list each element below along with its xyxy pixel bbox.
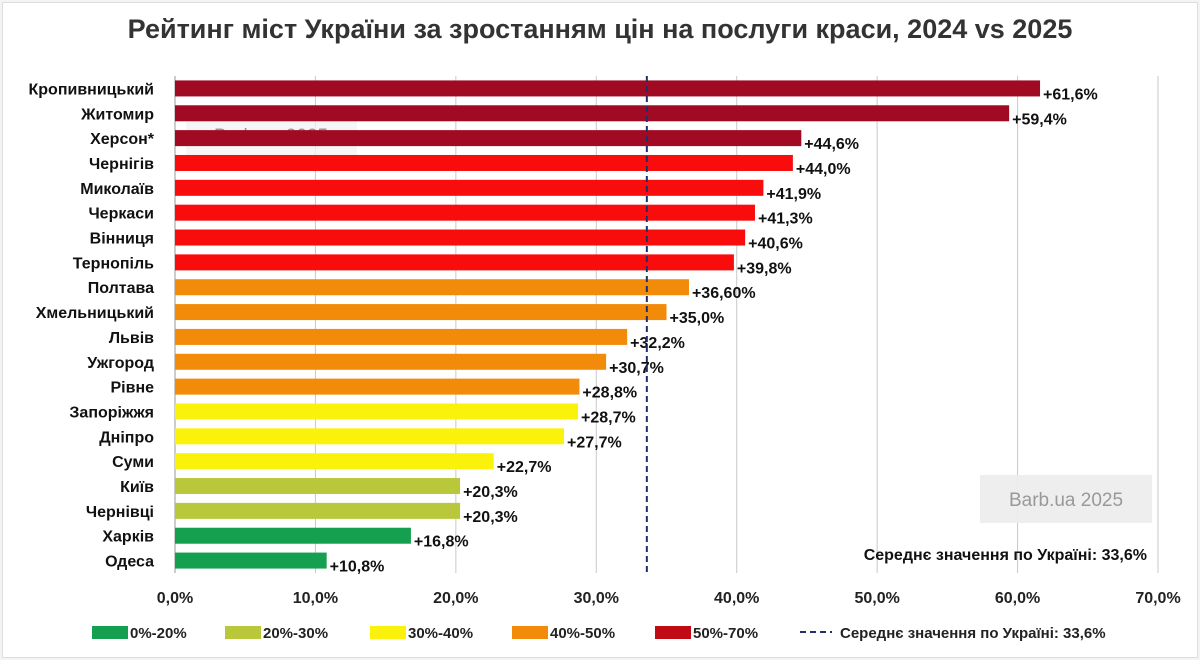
data-label: +32,2% (630, 335, 685, 352)
data-label: +20,3% (463, 484, 518, 501)
data-label: +22,7% (497, 459, 552, 476)
bar-1 (175, 80, 1041, 97)
category-label: Львів (109, 330, 154, 347)
watermark: Barb.ua 2025 (1009, 490, 1123, 511)
bar-19 (175, 527, 411, 544)
data-label: +39,8% (737, 260, 792, 277)
bar-2 (175, 105, 1010, 122)
data-label: +27,7% (567, 434, 622, 451)
data-label: +35,0% (670, 310, 725, 327)
category-label: Суми (112, 454, 154, 471)
data-label: +30,7% (609, 360, 664, 377)
data-label: +28,8% (582, 385, 637, 402)
category-label: Рівне (110, 380, 154, 397)
bar-3 (175, 130, 802, 147)
legend-swatch (512, 626, 548, 639)
legend-label: 50%-70% (693, 625, 758, 642)
x-tick-label: 10,0% (293, 590, 338, 607)
legend-label: 40%-50% (550, 625, 615, 642)
category-label: Полтава (88, 280, 154, 297)
data-label: +16,8% (414, 534, 469, 551)
category-label: Житомир (80, 106, 154, 123)
category-label: Чернігів (89, 156, 154, 173)
bar-14 (175, 403, 579, 420)
x-tick-label: 0,0% (157, 590, 193, 607)
bar-6 (175, 204, 755, 221)
category-label: Миколаїв (80, 181, 154, 198)
legend-swatch (92, 626, 128, 639)
legend-swatch (655, 626, 691, 639)
watermark-box (980, 475, 1152, 523)
data-label: +41,3% (758, 211, 813, 228)
bar-4 (175, 154, 793, 171)
x-tick-label: 40,0% (714, 590, 759, 607)
data-label: +44,6% (804, 136, 859, 153)
data-label: +20,3% (463, 509, 518, 526)
bar-7 (175, 229, 746, 246)
bar-11 (175, 328, 628, 345)
chart-title: Рейтинг міст України за зростанням цін н… (127, 14, 1073, 44)
category-label: Херсон* (90, 131, 155, 148)
data-label: +10,8% (330, 559, 385, 576)
legend-average-label: Середнє значення по Україні: 33,6% (840, 625, 1106, 642)
average-annotation: Середнє значення по Україні: 33,6% (864, 547, 1147, 564)
category-label: Ужгород (87, 355, 154, 372)
legend-label: 0%-20% (130, 625, 187, 642)
category-label: Дніпро (99, 429, 154, 446)
category-label: Кропивницький (29, 81, 155, 98)
bar-8 (175, 254, 734, 271)
data-label: +40,6% (748, 236, 803, 253)
category-label: Хмельницький (36, 305, 154, 322)
bar-9 (175, 279, 689, 296)
category-label: Запоріжжя (69, 404, 154, 421)
category-label: Чернівці (86, 504, 154, 521)
data-label: +59,4% (1012, 111, 1067, 128)
category-label: Харків (102, 529, 154, 546)
legend-swatch (225, 626, 261, 639)
category-label: Черкаси (88, 206, 154, 223)
bar-10 (175, 304, 667, 321)
category-label: Одеса (105, 554, 154, 571)
bar-15 (175, 428, 564, 445)
category-label: Тернопіль (73, 255, 154, 272)
bar-12 (175, 353, 607, 370)
bar-16 (175, 453, 494, 470)
legend-label: 20%-30% (263, 625, 328, 642)
x-tick-label: 30,0% (574, 590, 619, 607)
bar-13 (175, 378, 580, 395)
x-tick-label: 60,0% (995, 590, 1040, 607)
legend-swatch (370, 626, 406, 639)
data-label: +44,0% (796, 161, 851, 178)
category-label: Київ (120, 479, 154, 496)
bar-5 (175, 179, 764, 196)
x-tick-label: 20,0% (433, 590, 478, 607)
bar-20 (175, 552, 327, 569)
data-label: +36,60% (692, 285, 756, 302)
x-tick-label: 50,0% (854, 590, 899, 607)
bar-18 (175, 502, 461, 519)
bar-17 (175, 478, 461, 495)
data-label: +61,6% (1043, 86, 1098, 103)
data-label: +28,7% (581, 409, 636, 426)
legend-label: 30%-40% (408, 625, 473, 642)
category-label: Вінниця (90, 231, 154, 248)
data-label: +41,9% (766, 186, 821, 203)
x-tick-label: 70,0% (1135, 590, 1180, 607)
